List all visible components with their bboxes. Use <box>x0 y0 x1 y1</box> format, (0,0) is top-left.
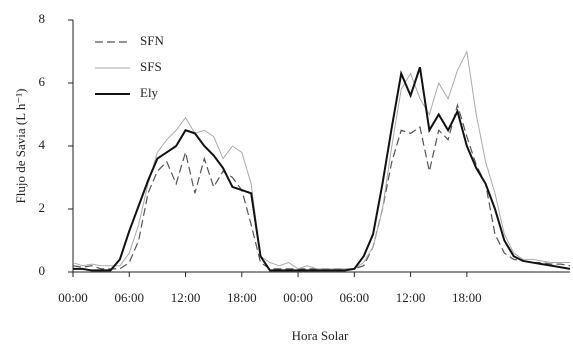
legend-label: SFN <box>140 33 164 48</box>
x-tick-label: 12:00 <box>171 290 201 305</box>
y-tick-label: 4 <box>39 137 46 152</box>
legend-label: Ely <box>140 85 159 100</box>
series-line <box>72 49 570 270</box>
x-tick-label: 18:00 <box>452 290 482 305</box>
x-tick-label: 00:00 <box>58 290 88 305</box>
x-tick-label: 12:00 <box>396 290 426 305</box>
y-tick-label: 0 <box>39 263 46 278</box>
x-tick-label: 06:00 <box>340 290 370 305</box>
x-tick-label: 06:00 <box>114 290 144 305</box>
y-axis-label: Flujo de Savia (L h⁻¹) <box>13 89 28 204</box>
x-tick-label: 18:00 <box>227 290 257 305</box>
x-tick-label: 00:00 <box>283 290 313 305</box>
legend-label: SFS <box>140 59 162 74</box>
series-line <box>73 66 571 272</box>
y-tick-label: 2 <box>39 200 46 215</box>
y-tick-label: 8 <box>39 11 46 26</box>
x-axis-label: Hora Solar <box>292 328 349 343</box>
y-tick-label: 6 <box>39 74 46 89</box>
